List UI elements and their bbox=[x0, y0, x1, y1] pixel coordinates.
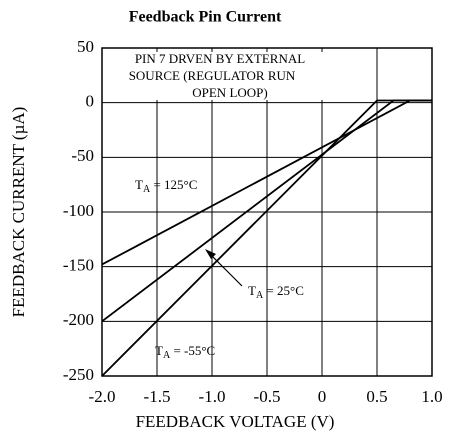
y-tick-label: -200 bbox=[63, 310, 94, 329]
annotation: TA = -55°C bbox=[155, 343, 215, 361]
annotation-sub: A bbox=[256, 290, 264, 301]
note-text: PIN 7 DRVEN BY EXTERNAL bbox=[135, 51, 305, 66]
annotation-rest: = -55°C bbox=[170, 343, 215, 358]
x-axis-label: FEEDBACK VOLTAGE (V) bbox=[136, 412, 335, 431]
annotation-sub: A bbox=[143, 184, 151, 195]
y-tick-label: 50 bbox=[77, 37, 94, 56]
data-line bbox=[101, 99, 432, 266]
y-tick-label: 0 bbox=[86, 92, 95, 111]
annotation: TA = 125°C bbox=[135, 177, 197, 195]
x-tick-label: 0.5 bbox=[366, 387, 387, 406]
note-text: SOURCE (REGULATOR RUN bbox=[129, 68, 296, 83]
annotation-sub: A bbox=[163, 350, 171, 361]
annotation-rest: = 25°C bbox=[263, 283, 304, 298]
annotation-rest: = 125°C bbox=[150, 177, 197, 192]
annotation-base: T bbox=[248, 283, 256, 298]
note-text: OPEN LOOP) bbox=[192, 85, 267, 100]
arrow bbox=[207, 251, 243, 287]
y-tick-label: -250 bbox=[63, 365, 94, 384]
x-tick-label: -1.5 bbox=[144, 387, 171, 406]
y-axis-label: FEEDBACK CURRENT (µA) bbox=[9, 107, 28, 318]
x-tick-label: 0 bbox=[318, 387, 327, 406]
arrow-head bbox=[205, 249, 216, 259]
annotation-base: T bbox=[135, 177, 143, 192]
note-background bbox=[108, 52, 334, 100]
annotation-base: T bbox=[155, 343, 163, 358]
annotation: TA = 25°C bbox=[248, 283, 304, 301]
chart-title: Feedback Pin Current bbox=[129, 9, 282, 26]
x-tick-label: -2.0 bbox=[89, 387, 116, 406]
x-tick-label: 1.0 bbox=[421, 387, 442, 406]
y-tick-label: -100 bbox=[63, 201, 94, 220]
x-tick-label: -1.0 bbox=[199, 387, 226, 406]
y-tick-label: -50 bbox=[71, 146, 94, 165]
x-tick-label: -0.5 bbox=[254, 387, 281, 406]
y-tick-label: -150 bbox=[63, 256, 94, 275]
